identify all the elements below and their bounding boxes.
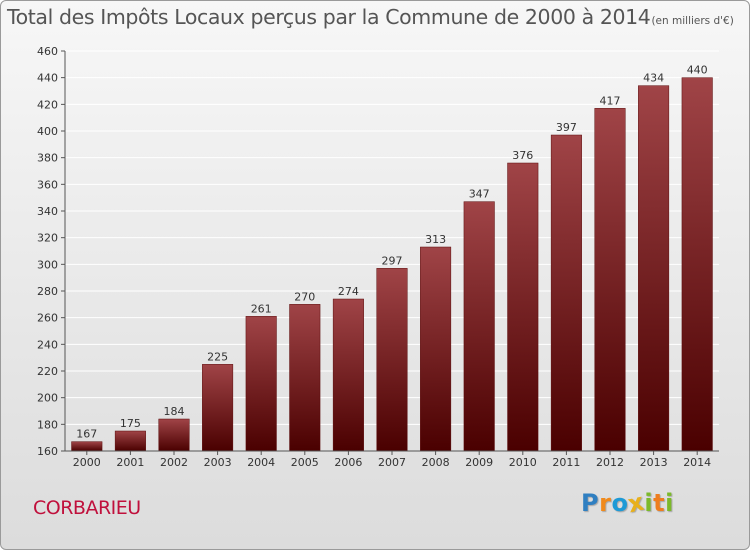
- y-tick-label: 300: [37, 258, 58, 271]
- y-tick-label: 160: [37, 445, 58, 458]
- bar: [245, 316, 277, 452]
- logo-letter: i: [644, 489, 654, 517]
- y-tick-label: 240: [37, 338, 58, 351]
- y-tick-label: 340: [37, 205, 58, 218]
- y-tick-label: 360: [37, 178, 58, 191]
- logo-letter: P: [581, 489, 600, 517]
- x-tick-label: 2003: [204, 456, 232, 469]
- bar: [550, 134, 582, 452]
- y-tick-label: 420: [37, 98, 58, 111]
- y-tick-label: 220: [37, 365, 58, 378]
- logo-letter: o: [611, 489, 629, 517]
- x-tick-label: 2014: [683, 456, 711, 469]
- data-label: 313: [425, 233, 446, 246]
- data-label: 297: [382, 254, 403, 267]
- logo-letter: r: [599, 489, 612, 517]
- x-tick-label: 2007: [378, 456, 406, 469]
- bar: [420, 246, 452, 452]
- data-label: 261: [251, 302, 272, 315]
- chart-title-text: Total des Impôts Locaux perçus par la Co…: [7, 5, 651, 29]
- x-tick-label: 2013: [640, 456, 668, 469]
- data-label: 417: [600, 94, 621, 107]
- proxiti-logo: Proxiti: [581, 488, 674, 519]
- y-tick-label: 280: [37, 285, 58, 298]
- x-tick-label: 2005: [291, 456, 319, 469]
- bar: [202, 364, 234, 452]
- x-tick-label: 2011: [552, 456, 580, 469]
- data-label: 274: [338, 285, 359, 298]
- chart-title: Total des Impôts Locaux perçus par la Co…: [7, 5, 734, 29]
- commune-name: CORBARIEU: [33, 497, 141, 519]
- x-tick-label: 2001: [116, 456, 144, 469]
- y-tick-label: 260: [37, 312, 58, 325]
- bar: [507, 162, 539, 452]
- bar: [376, 268, 408, 452]
- y-tick-label: 400: [37, 125, 58, 138]
- bar: [289, 304, 321, 452]
- bar: [332, 298, 364, 452]
- x-tick-label: 2008: [422, 456, 450, 469]
- data-label: 347: [469, 188, 490, 201]
- data-label: 175: [120, 417, 141, 430]
- y-tick-label: 440: [37, 72, 58, 85]
- x-tick-label: 2006: [334, 456, 362, 469]
- x-tick-label: 2002: [160, 456, 188, 469]
- x-tick-label: 2004: [247, 456, 275, 469]
- bar: [463, 201, 495, 452]
- data-label: 376: [512, 149, 533, 162]
- bar: [114, 430, 146, 452]
- bar: [71, 441, 103, 452]
- bar: [681, 77, 713, 452]
- y-tick-label: 320: [37, 232, 58, 245]
- data-label: 225: [207, 350, 228, 363]
- bar: [638, 85, 670, 452]
- chart-unit: (en milliers d'€): [651, 15, 734, 27]
- data-label: 397: [556, 121, 577, 134]
- x-tick-label: 2010: [509, 456, 537, 469]
- logo-letter: i: [665, 489, 674, 517]
- y-tick-label: 180: [37, 418, 58, 431]
- data-label: 184: [164, 405, 185, 418]
- y-tick-label: 460: [37, 45, 58, 58]
- data-label: 440: [687, 64, 708, 77]
- y-tick-label: 200: [37, 392, 58, 405]
- x-tick-label: 2000: [73, 456, 101, 469]
- data-label: 167: [76, 428, 97, 441]
- x-tick-label: 2012: [596, 456, 624, 469]
- data-label: 270: [294, 290, 315, 303]
- y-tick-label: 380: [37, 152, 58, 165]
- bar: [158, 418, 190, 452]
- bar: [594, 108, 626, 452]
- data-label: 434: [643, 72, 664, 85]
- x-tick-label: 2009: [465, 456, 493, 469]
- logo-letter: t: [653, 489, 666, 517]
